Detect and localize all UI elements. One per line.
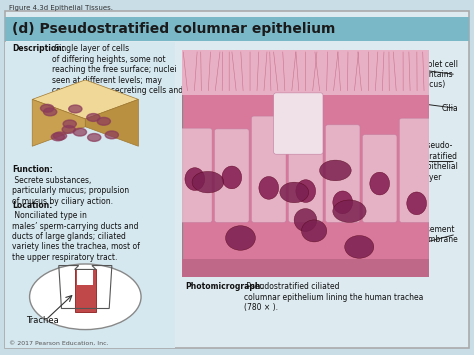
Text: Location:: Location: [12,201,52,209]
Circle shape [69,105,82,113]
FancyBboxPatch shape [289,104,323,222]
Text: Pseudostratified ciliated
columnar epithelium lining the human trachea
(780 × ).: Pseudostratified ciliated columnar epith… [244,282,423,312]
FancyBboxPatch shape [182,50,429,95]
Circle shape [97,118,110,125]
Ellipse shape [259,176,279,199]
Ellipse shape [222,166,242,189]
Ellipse shape [370,172,390,195]
Circle shape [87,114,100,121]
FancyBboxPatch shape [182,50,429,277]
Text: Photomicrograph:: Photomicrograph: [185,282,264,291]
Text: Secrete substances,
particularly mucus; propulsion
of mucus by ciliary action.: Secrete substances, particularly mucus; … [12,176,129,206]
Text: Pseudo-
stratified
epithelial
layer: Pseudo- stratified epithelial layer [422,141,458,182]
Circle shape [29,264,141,329]
Circle shape [73,128,87,136]
Circle shape [40,104,54,112]
Ellipse shape [192,171,224,193]
Ellipse shape [296,180,316,202]
Circle shape [51,133,64,141]
Polygon shape [75,269,96,312]
Polygon shape [77,269,93,285]
Circle shape [54,132,67,140]
FancyBboxPatch shape [215,129,249,222]
Text: Basement
membrane: Basement membrane [417,225,458,244]
FancyBboxPatch shape [273,93,323,154]
Text: (d) Pseudostratified columnar epithelium: (d) Pseudostratified columnar epithelium [12,22,335,36]
FancyBboxPatch shape [363,135,397,222]
Text: Cilia: Cilia [442,104,458,113]
Ellipse shape [333,200,366,222]
Ellipse shape [407,192,427,215]
Ellipse shape [294,209,317,231]
Circle shape [63,120,76,128]
Polygon shape [32,80,138,119]
Circle shape [62,126,75,133]
Text: Function:: Function: [12,165,53,174]
Ellipse shape [345,236,374,258]
Ellipse shape [319,160,351,181]
Circle shape [105,131,118,139]
Text: Trachea: Trachea [26,316,58,325]
Ellipse shape [280,182,309,203]
Circle shape [88,133,101,141]
FancyBboxPatch shape [178,128,212,222]
FancyBboxPatch shape [182,259,429,277]
FancyBboxPatch shape [326,125,360,222]
Ellipse shape [333,191,353,214]
Text: Nonciliated type in
males’ sperm-carrying ducts and
ducts of large glands; cilia: Nonciliated type in males’ sperm-carryin… [12,211,140,262]
Text: © 2017 Pearson Education, Inc.: © 2017 Pearson Education, Inc. [9,341,109,346]
Polygon shape [32,99,85,146]
Text: Figure 4.3d Epithelial Tissues.: Figure 4.3d Epithelial Tissues. [9,5,113,11]
Polygon shape [85,99,138,146]
FancyBboxPatch shape [5,17,469,41]
FancyBboxPatch shape [5,42,175,348]
Ellipse shape [226,226,255,250]
Text: Single layer of cells
of differing heights, some not
reaching the free surface; : Single layer of cells of differing heigh… [52,44,183,105]
Circle shape [44,108,57,116]
Text: Goblet cell
(contains
mucus): Goblet cell (contains mucus) [418,60,458,89]
Ellipse shape [301,220,327,242]
FancyBboxPatch shape [5,11,469,348]
FancyBboxPatch shape [252,116,286,222]
Ellipse shape [185,168,205,190]
FancyBboxPatch shape [400,118,434,222]
Text: Description:: Description: [12,44,65,53]
